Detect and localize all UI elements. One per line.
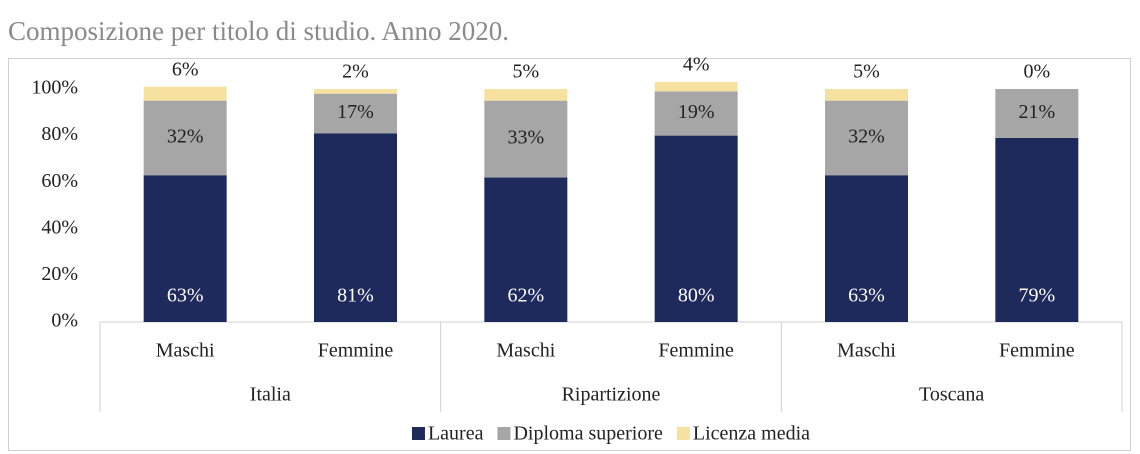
data-label: 6%	[172, 58, 199, 80]
y-tick-label: 20%	[41, 263, 78, 285]
bar-segment	[995, 137, 1079, 322]
group-label: Italia	[250, 384, 291, 406]
y-tick-label: 60%	[41, 170, 78, 192]
data-label: 5%	[853, 61, 880, 83]
x-tick-label: Femmine	[658, 340, 734, 362]
data-label: 2%	[342, 61, 369, 83]
chart-frame	[8, 58, 1131, 451]
y-tick-label: 40%	[41, 216, 78, 238]
data-label: 4%	[683, 54, 710, 76]
chart-title: Composizione per titolo di studio. Anno …	[8, 16, 509, 46]
data-label: 21%	[1018, 101, 1055, 123]
data-label: 17%	[337, 101, 374, 123]
y-tick-label: 0%	[51, 310, 78, 332]
data-label: 5%	[512, 61, 539, 83]
bar-segment	[654, 135, 738, 322]
x-tick-label: Femmine	[318, 340, 394, 362]
legend-label: Diploma superiore	[513, 423, 663, 445]
bar-segment	[143, 175, 227, 322]
group-label: Toscana	[919, 384, 984, 406]
data-label: 32%	[848, 126, 885, 148]
bar-segment	[143, 86, 227, 101]
bar-segment	[484, 177, 568, 322]
x-tick-label: Maschi	[496, 340, 555, 362]
data-label: 80%	[678, 285, 715, 307]
bar-segment	[654, 82, 738, 92]
bar-segment	[314, 89, 397, 94]
data-label: 63%	[848, 285, 885, 307]
bar-segment	[825, 175, 908, 322]
data-label: 19%	[678, 101, 715, 123]
bar-segment	[995, 89, 1079, 138]
bar-segment	[825, 89, 908, 101]
bar-segment	[143, 100, 227, 176]
x-tick-label: Maschi	[837, 340, 896, 362]
bar-segment	[314, 93, 397, 134]
y-tick-label: 80%	[41, 123, 78, 145]
data-label: 62%	[507, 285, 544, 307]
x-tick-label: Femmine	[999, 340, 1075, 362]
bar-segment	[484, 89, 568, 101]
legend-label: Laurea	[428, 423, 484, 445]
legend-label: Licenza media	[693, 423, 810, 445]
data-label: 0%	[1023, 61, 1050, 83]
y-tick-label: 100%	[31, 77, 78, 99]
legend-swatch	[676, 427, 690, 440]
legend-swatch	[411, 427, 425, 440]
bar-segment	[654, 91, 738, 136]
bar-segment	[314, 133, 397, 322]
x-tick-label: Maschi	[156, 340, 215, 362]
data-label: 79%	[1018, 285, 1055, 307]
data-label: 81%	[337, 285, 374, 307]
bar-segment	[484, 100, 568, 178]
data-label: 63%	[167, 285, 204, 307]
bar-segment	[825, 100, 908, 176]
legend-swatch	[497, 427, 511, 440]
data-label: 33%	[507, 127, 544, 149]
group-label: Ripartizione	[562, 384, 661, 406]
data-label: 32%	[167, 126, 204, 148]
